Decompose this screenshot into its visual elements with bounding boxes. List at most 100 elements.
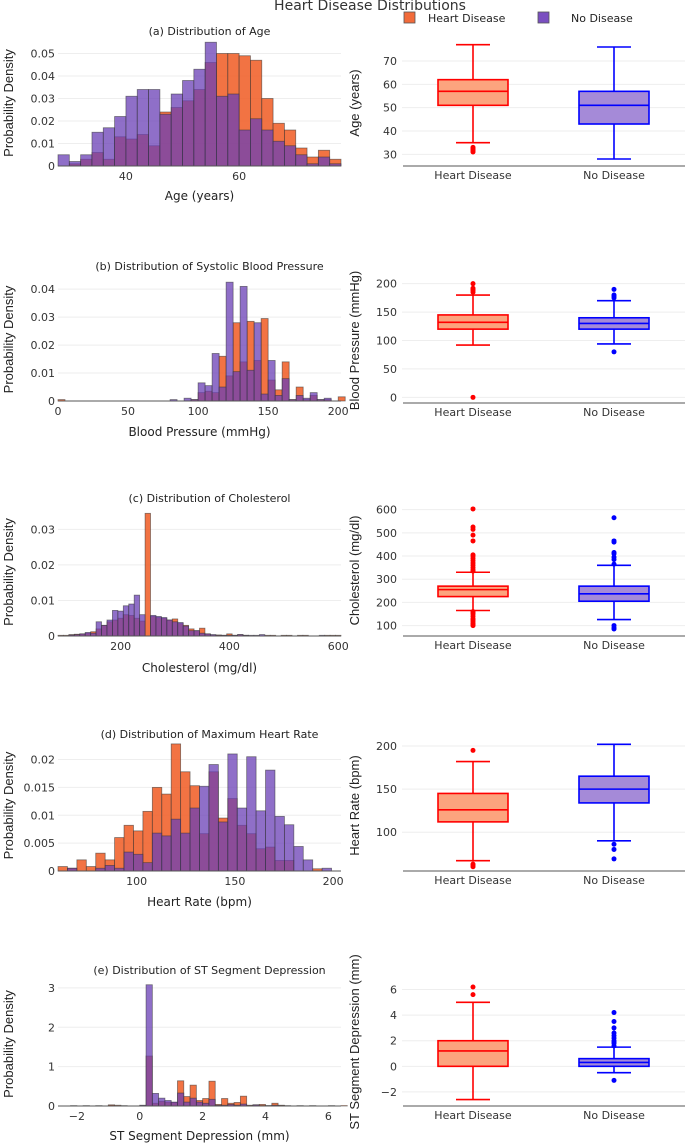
y-tick-label: 150	[376, 783, 397, 796]
y-tick-label: 70	[383, 55, 397, 68]
bar-no-disease	[227, 93, 240, 167]
x-tick-label: 50	[121, 405, 135, 418]
bar-no-disease	[281, 378, 290, 402]
outlier-heart-disease	[470, 524, 476, 530]
y-tick-label: 200	[376, 278, 397, 291]
y-tick-label: 0	[390, 391, 397, 404]
bar-no-disease	[236, 807, 248, 872]
outlier-heart-disease	[470, 281, 476, 287]
y-tick-label: 50	[383, 102, 397, 115]
bar-no-disease	[261, 129, 274, 167]
x-tick-label: 60	[232, 170, 246, 183]
x-tick-label: −2	[69, 1110, 85, 1123]
bar-no-disease	[57, 154, 70, 167]
legend-item-heart-disease[interactable]: Heart Disease	[403, 11, 506, 25]
x-tick-label: 200	[323, 875, 344, 888]
box-heart-disease	[437, 78, 509, 107]
y-tick-label: 0.01	[31, 367, 56, 380]
y-tick-label: 600	[376, 504, 397, 517]
y-tick-label: 1	[48, 1061, 55, 1074]
outlier-no-disease	[611, 1077, 617, 1083]
bar-no-disease	[188, 630, 195, 637]
bar-no-disease	[246, 756, 257, 872]
y-tick-label: 200	[376, 596, 397, 609]
x-axis-label: Age (years)	[165, 189, 234, 203]
bar-no-disease	[159, 113, 172, 167]
bar-no-disease	[211, 353, 220, 402]
y-tick-label: 0.015	[24, 781, 56, 794]
bar-no-disease	[189, 807, 200, 872]
outlier-heart-disease	[470, 609, 476, 615]
category-label-heart-disease: Heart Disease	[434, 406, 512, 419]
bar-no-disease	[122, 605, 130, 637]
y-axis-label: Cholesterol (mg/dl)	[347, 516, 362, 626]
y-tick-label: 50	[383, 363, 397, 376]
bar-no-disease	[274, 815, 285, 872]
outlier-heart-disease	[470, 394, 476, 400]
bar-no-disease	[180, 832, 191, 872]
bar-heart-disease	[76, 859, 87, 872]
legend-swatch-no-disease	[537, 11, 550, 24]
y-tick-label: 300	[376, 573, 397, 586]
outlier-no-disease	[611, 623, 617, 629]
y-tick-label: 2	[390, 1035, 397, 1048]
y-tick-label: 0.01	[31, 138, 56, 151]
box-no-disease	[578, 90, 650, 125]
outlier-no-disease	[611, 1010, 617, 1016]
y-axis-label: ST Segment Depression (mm)	[347, 954, 362, 1129]
y-tick-label: 0	[48, 160, 55, 173]
bar-no-disease	[128, 603, 135, 637]
bar-no-disease	[197, 382, 206, 402]
category-label-no-disease: No Disease	[583, 169, 645, 182]
bar-no-disease	[171, 621, 179, 637]
x-tick-label: 6	[325, 1110, 332, 1123]
y-tick-label: 0.01	[31, 809, 56, 822]
outlier-no-disease	[611, 841, 617, 847]
bar-no-disease	[246, 369, 255, 402]
boxplot-panel-0: 30 40 50 60 70 Heart Disease No Disease Age (ye…	[347, 43, 685, 182]
boxplot-panel-3: 100 150 200 Heart Disease No Disease Heart Ra…	[347, 740, 685, 887]
bar-no-disease	[102, 127, 115, 167]
y-tick-label: 0.04	[31, 70, 56, 83]
bar-no-disease	[309, 392, 318, 402]
x-tick-label: 150	[224, 875, 245, 888]
outlier-heart-disease	[470, 984, 476, 990]
outlier-no-disease	[611, 286, 617, 292]
bar-no-disease	[182, 625, 190, 637]
bar-no-disease	[302, 859, 314, 872]
bar-heart-disease	[337, 396, 346, 402]
outlier-no-disease	[611, 1025, 617, 1031]
x-axis-label: ST Segment Depression (mm)	[109, 1129, 289, 1143]
outlier-no-disease	[611, 1019, 617, 1025]
x-tick-label: 600	[328, 640, 349, 653]
bar-no-disease	[239, 285, 248, 402]
category-label-heart-disease: Heart Disease	[434, 169, 512, 182]
legend-item-no-disease[interactable]: No Disease	[537, 11, 633, 25]
x-axis-label: Blood Pressure (mmHg)	[128, 425, 270, 439]
bar-no-disease	[148, 89, 161, 167]
bar-no-disease	[170, 1101, 178, 1107]
outlier-no-disease	[611, 515, 617, 521]
y-tick-label: −2	[381, 1086, 397, 1099]
histogram-panel-3: 0 0.005 0.01 0.015 0.02 100 150 200 (d) Distribu…	[1, 728, 344, 909]
y-tick-label: 100	[376, 620, 397, 633]
y-tick-label: 0	[390, 1060, 397, 1073]
y-tick-label: 0.005	[24, 837, 56, 850]
bar-no-disease	[136, 89, 149, 167]
bar-no-disease	[208, 764, 219, 872]
bar-no-disease	[274, 395, 283, 402]
bar-no-disease	[145, 984, 153, 1107]
outlier-no-disease	[611, 856, 617, 862]
category-label-heart-disease: Heart Disease	[434, 1109, 512, 1122]
bar-no-disease	[170, 818, 182, 872]
subplot-title: (b) Distribution of Systolic Blood Press…	[95, 260, 323, 273]
box-heart-disease	[437, 792, 509, 823]
bar-no-disease	[218, 386, 227, 402]
x-tick-label: 400	[219, 640, 240, 653]
y-tick-label: 0.01	[31, 594, 56, 607]
bar-no-disease	[95, 621, 102, 637]
bar-no-disease	[101, 624, 108, 637]
histogram-panel-4: 0 1 2 3 −2 0 2 4 6 (e) Distribution of ST Segment…	[1, 964, 348, 1143]
legend: Heart Disease No Disease	[403, 11, 633, 25]
